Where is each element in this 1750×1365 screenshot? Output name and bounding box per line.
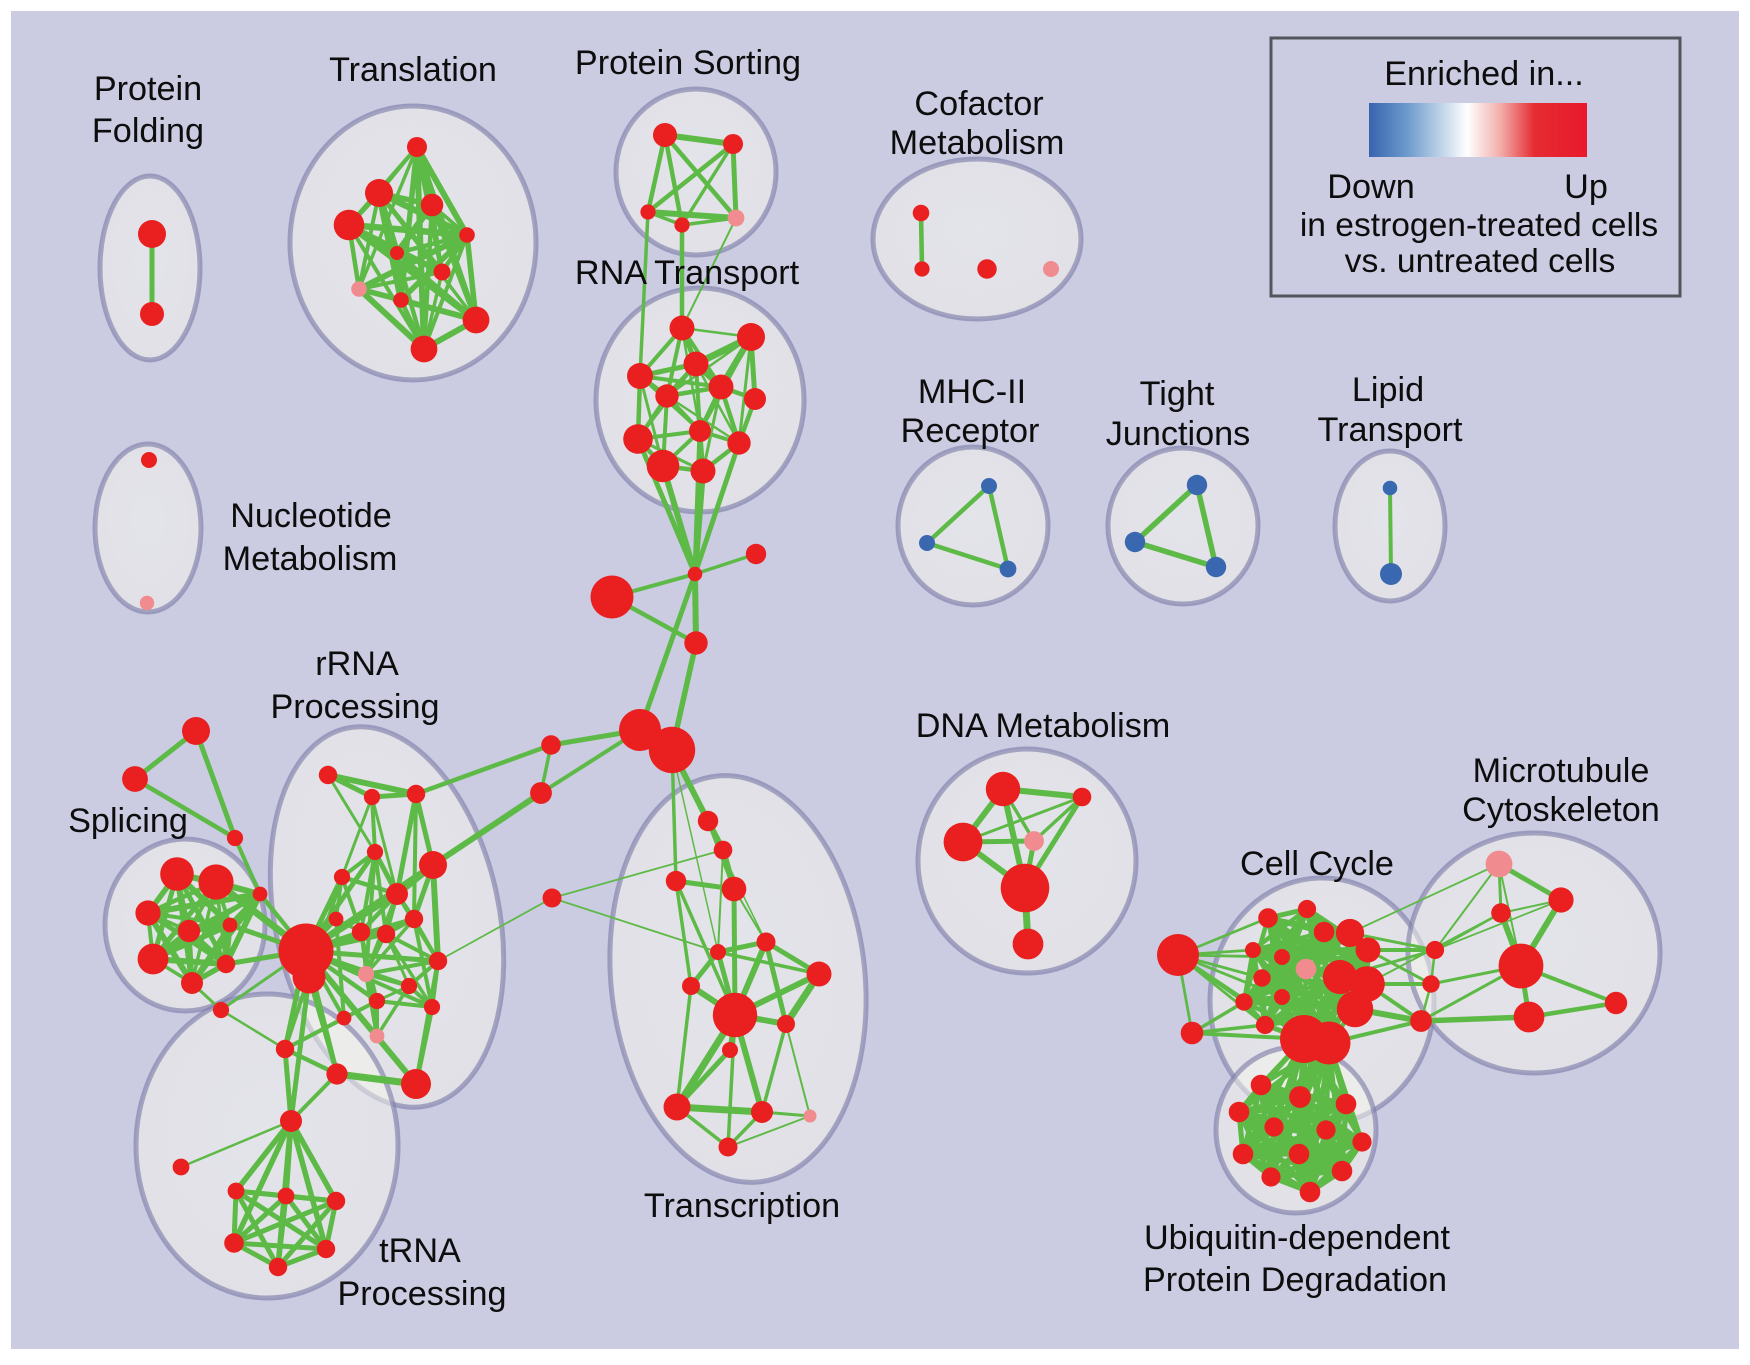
svg-text:Splicing: Splicing [68,802,188,840]
svg-text:Tight: Tight [1140,375,1215,413]
svg-text:Enriched in...: Enriched in... [1384,55,1584,93]
svg-text:RNA Transport: RNA Transport [575,254,800,292]
svg-text:DNA Metabolism: DNA Metabolism [916,707,1171,745]
svg-text:Nucleotide: Nucleotide [230,497,392,535]
svg-text:Ubiquitin-dependent: Ubiquitin-dependent [1144,1219,1451,1257]
svg-text:Metabolism: Metabolism [890,124,1065,162]
svg-text:vs. untreated cells: vs. untreated cells [1345,243,1616,280]
svg-text:Lipid: Lipid [1352,371,1424,409]
svg-text:rRNA: rRNA [315,645,399,683]
svg-text:Cell Cycle: Cell Cycle [1240,845,1394,883]
svg-text:Metabolism: Metabolism [223,540,398,578]
svg-text:Receptor: Receptor [901,412,1040,450]
svg-text:Down: Down [1327,168,1414,206]
svg-text:Translation: Translation [329,51,497,89]
svg-text:Protein Sorting: Protein Sorting [575,44,801,82]
svg-text:tRNA: tRNA [379,1232,461,1270]
svg-text:Protein: Protein [94,70,202,108]
svg-text:Cofactor: Cofactor [914,85,1043,123]
svg-text:in estrogen-treated cells: in estrogen-treated cells [1300,207,1658,244]
svg-text:Processing: Processing [337,1275,506,1313]
svg-text:Microtubule: Microtubule [1473,752,1650,790]
svg-text:Up: Up [1564,168,1608,206]
svg-text:Transport: Transport [1317,411,1463,449]
svg-text:Transcription: Transcription [644,1187,840,1225]
svg-text:Junctions: Junctions [1106,415,1250,453]
svg-text:Folding: Folding [92,112,204,150]
svg-text:Protein Degradation: Protein Degradation [1143,1261,1447,1299]
svg-text:Processing: Processing [270,688,439,726]
svg-text:Cytoskeleton: Cytoskeleton [1462,791,1660,829]
svg-text:MHC-II: MHC-II [918,373,1026,411]
